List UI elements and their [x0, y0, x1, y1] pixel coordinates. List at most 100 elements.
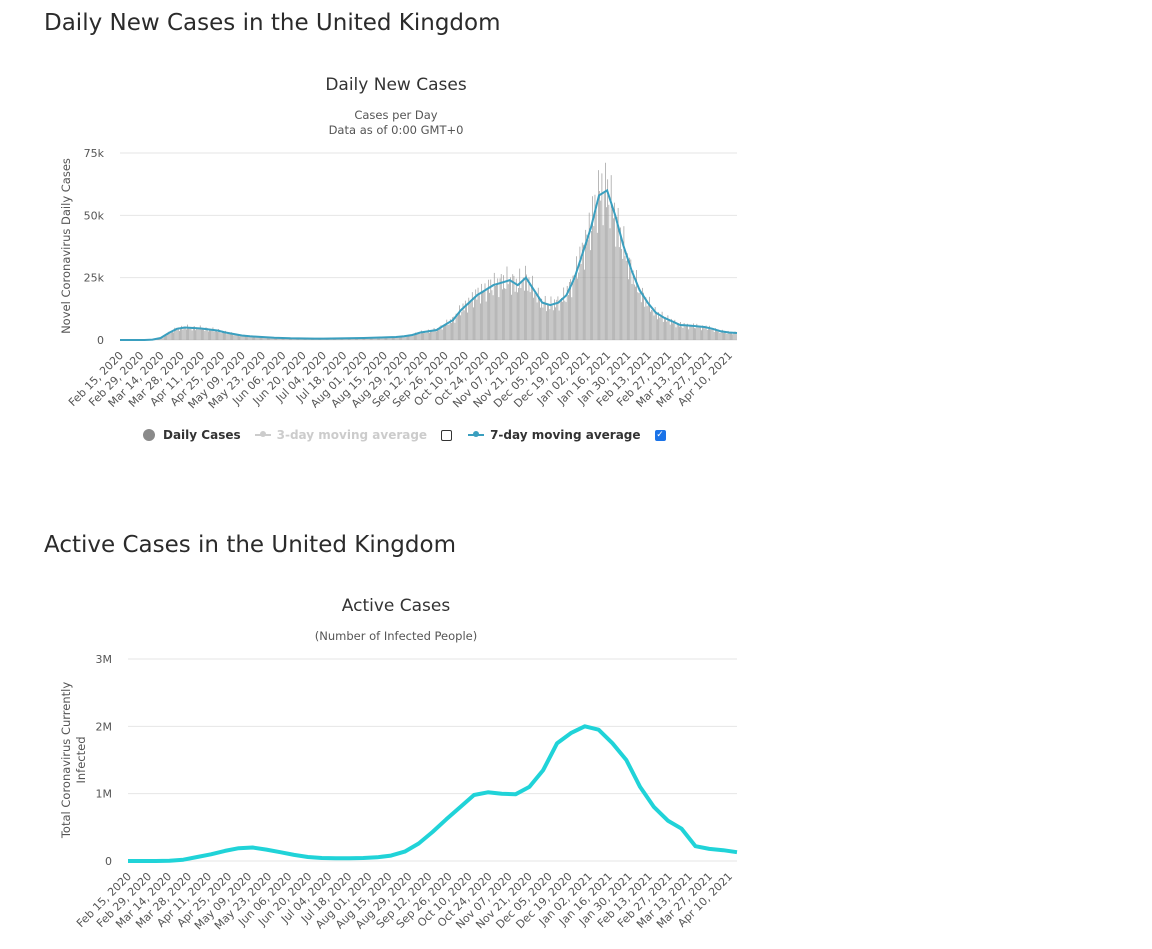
daily-bar	[455, 313, 457, 340]
daily-bar	[710, 329, 712, 340]
daily-bar	[534, 292, 536, 340]
daily-bar	[441, 329, 443, 340]
daily-bar	[405, 335, 407, 340]
chart-subtitle-1: Cases per Day	[354, 108, 437, 122]
daily-bar	[395, 336, 397, 340]
daily-bar	[375, 338, 377, 340]
daily-bar	[415, 332, 416, 340]
daily-bar	[258, 337, 260, 340]
y-axis-label-2: Infected	[74, 736, 88, 783]
daily-bar	[645, 297, 647, 340]
daily-bar	[199, 325, 201, 340]
daily-bar	[537, 287, 539, 340]
daily-bar	[540, 307, 541, 340]
daily-bar	[653, 315, 655, 340]
daily-bar	[723, 332, 724, 340]
daily-bar	[668, 320, 670, 340]
daily-bar	[187, 324, 188, 340]
daily-bar	[690, 324, 692, 340]
daily-bar	[280, 338, 282, 340]
daily-bar	[264, 337, 266, 340]
daily-bar	[202, 329, 203, 340]
daily-bar	[731, 331, 732, 340]
daily-bar	[410, 335, 412, 340]
daily-bar	[606, 207, 607, 340]
daily-bar	[464, 300, 466, 340]
daily-bar	[206, 328, 208, 340]
daily-bar	[184, 328, 186, 340]
ma7-checkbox[interactable]: ✓	[654, 429, 666, 441]
y-tick-labels: 0 25k 50k 75k	[84, 147, 105, 347]
daily-bar	[542, 307, 544, 340]
daily-bar	[474, 299, 475, 340]
daily-bar	[246, 336, 247, 340]
daily-bar	[625, 260, 627, 340]
daily-bar	[290, 338, 291, 340]
daily-bar	[420, 330, 422, 340]
daily-bar	[564, 300, 566, 340]
legend-item-daily-cases[interactable]: Daily Cases	[143, 428, 241, 442]
circle-icon	[143, 429, 155, 441]
daily-bar	[432, 331, 434, 340]
daily-bar	[451, 323, 452, 340]
daily-bar	[394, 337, 396, 340]
legend-item-ma7[interactable]: 7-day moving average	[468, 428, 641, 442]
daily-bar	[711, 327, 713, 340]
daily-bar	[174, 327, 176, 340]
daily-bar	[387, 337, 389, 340]
daily-bar	[192, 326, 194, 340]
daily-bar	[434, 330, 436, 340]
daily-bar	[350, 338, 352, 340]
daily-bar	[404, 336, 406, 340]
legend-item-ma3[interactable]: 3-day moving average	[254, 428, 427, 442]
daily-bar	[567, 294, 569, 340]
daily-bar	[283, 338, 284, 340]
daily-bar	[654, 307, 656, 340]
daily-bar	[491, 290, 493, 340]
daily-bar	[630, 259, 632, 340]
line-marker-icon	[254, 431, 271, 437]
daily-bar	[389, 336, 391, 340]
chart-title: Daily New Cases	[325, 75, 467, 95]
daily-bar	[613, 218, 614, 340]
daily-bar	[454, 322, 456, 340]
daily-bar	[520, 287, 522, 340]
daily-bar	[671, 318, 672, 340]
daily-bar	[502, 289, 503, 340]
y-tick-label: 0	[97, 334, 104, 347]
daily-bar	[195, 330, 196, 340]
daily-bar	[493, 272, 495, 340]
daily-bar	[484, 283, 486, 340]
daily-bar	[595, 205, 597, 340]
daily-bar	[721, 329, 723, 340]
daily-bar	[638, 293, 640, 340]
daily-bar	[265, 336, 267, 340]
daily-bar	[392, 337, 393, 340]
daily-bar	[559, 299, 561, 340]
daily-bar	[669, 324, 671, 340]
daily-bar	[204, 330, 206, 340]
daily-bar	[728, 332, 730, 340]
daily-bar	[505, 288, 507, 340]
daily-bar	[532, 275, 533, 340]
daily-bar	[578, 272, 580, 340]
daily-bar	[422, 332, 423, 340]
daily-bar	[492, 295, 494, 340]
daily-bar	[277, 338, 279, 340]
daily-bar	[545, 311, 547, 340]
daily-bar	[365, 338, 367, 340]
daily-bar	[286, 338, 288, 340]
daily-bar	[658, 312, 659, 340]
daily-bar	[589, 250, 591, 340]
daily-bar	[225, 330, 227, 340]
daily-bar	[240, 335, 242, 340]
ma3-checkbox[interactable]	[441, 429, 453, 441]
daily-bar	[390, 337, 392, 340]
daily-bar	[652, 307, 654, 340]
daily-bar	[724, 331, 725, 340]
daily-bar	[661, 311, 663, 340]
daily-bar	[536, 302, 538, 340]
daily-bar	[687, 323, 688, 340]
daily-bar	[698, 325, 700, 340]
daily-bar	[480, 303, 481, 340]
